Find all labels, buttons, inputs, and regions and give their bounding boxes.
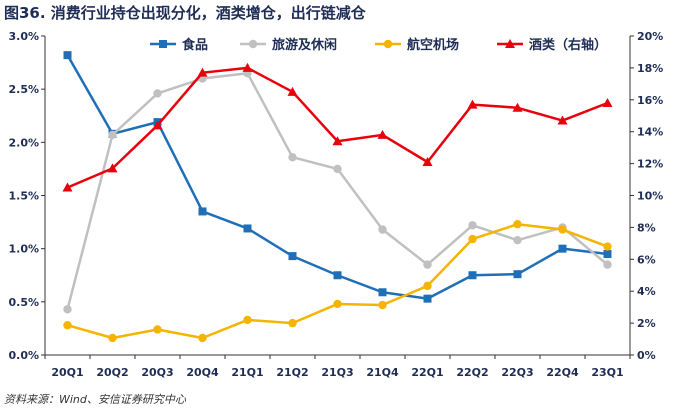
x-tick-label: 22Q2 (456, 366, 488, 379)
data-point (198, 333, 207, 343)
right-tick-label: 10% (637, 190, 663, 203)
left-tick-label: 1.0% (8, 243, 39, 256)
left-tick-label: 0.5% (8, 296, 39, 309)
source-note: 资料来源：Wind、安信证券研究中心 (4, 393, 186, 406)
x-tick-label: 20Q2 (96, 366, 128, 379)
x-tick-label: 21Q4 (366, 366, 399, 379)
data-point (378, 225, 387, 234)
data-point (108, 130, 117, 140)
data-point (333, 271, 342, 280)
data-point (63, 321, 72, 330)
data-point (513, 270, 522, 279)
x-tick-label: 22Q3 (501, 366, 533, 379)
x-tick-label: 22Q4 (546, 366, 579, 379)
data-point (377, 129, 388, 139)
data-point (468, 271, 477, 280)
data-point (468, 221, 477, 230)
legend-label: 酒类（右轴） (529, 37, 607, 53)
series-4 (62, 62, 613, 192)
data-point (378, 288, 387, 297)
data-point (62, 182, 73, 192)
left-tick-label: 2.0% (8, 136, 39, 149)
data-point (332, 136, 343, 146)
legend-item: 航空机场 (375, 37, 459, 53)
right-tick-label: 6% (637, 253, 656, 266)
data-point (63, 305, 72, 314)
legend-swatch-marker (159, 40, 167, 48)
right-tick-label: 8% (637, 221, 656, 234)
data-point (422, 157, 433, 167)
x-tick-label: 20Q3 (141, 366, 173, 379)
data-point (153, 89, 162, 98)
x-tick-label: 21Q2 (276, 366, 308, 379)
right-tick-label: 16% (637, 94, 663, 107)
data-point (333, 164, 342, 174)
x-tick-label: 20Q1 (51, 366, 83, 379)
x-tick-label: 20Q4 (186, 366, 219, 379)
legend-item: 食品 (150, 37, 208, 53)
data-point (468, 234, 477, 244)
data-point (153, 325, 162, 334)
right-tick-label: 18% (637, 62, 663, 75)
series-line (67, 222, 608, 340)
series-1 (63, 51, 612, 303)
data-point (288, 153, 297, 162)
data-point (243, 315, 252, 325)
data-point (198, 207, 207, 216)
legend-swatch-marker (383, 39, 393, 49)
data-point (513, 235, 522, 245)
right-tick-label: 2% (637, 317, 656, 330)
data-point (602, 97, 613, 107)
left-tick-label: 0.0% (8, 349, 39, 362)
x-tick-label: 21Q3 (321, 366, 353, 379)
x-tick-label: 21Q1 (231, 366, 263, 379)
data-point (333, 299, 342, 309)
data-point (558, 225, 567, 234)
data-point (603, 260, 612, 269)
legend-item: 酒类（右轴） (497, 37, 607, 53)
legend-swatch-marker (505, 39, 515, 48)
data-point (558, 244, 567, 253)
data-point (513, 220, 522, 229)
data-point (603, 242, 612, 251)
data-point (512, 102, 523, 112)
data-point (107, 163, 118, 173)
left-tick-label: 3.0% (8, 30, 39, 43)
x-tick-label: 22Q1 (411, 366, 443, 379)
data-point (423, 294, 432, 303)
legend-item: 旅游及休闲 (240, 37, 337, 53)
data-point (288, 318, 297, 328)
x-tick-label: 23Q1 (591, 366, 623, 379)
right-tick-label: 12% (637, 158, 663, 171)
legend-label: 食品 (182, 37, 208, 53)
legend-label: 航空机场 (407, 37, 459, 53)
right-tick-label: 4% (637, 285, 656, 298)
series-3 (63, 220, 612, 343)
data-point (242, 62, 253, 72)
data-point (152, 120, 163, 130)
legend-label: 旅游及休闲 (272, 37, 337, 53)
data-point (603, 249, 612, 258)
series-line (66, 54, 608, 300)
data-point (423, 260, 432, 269)
chart-title: 图36. 消费行业持仓出现分化，酒类增仓，出行链减仓 (4, 4, 366, 22)
right-tick-label: 14% (637, 126, 663, 139)
data-point (557, 115, 568, 125)
data-point (63, 51, 72, 60)
left-tick-label: 2.5% (8, 83, 39, 96)
right-tick-label: 0% (637, 349, 656, 362)
data-point (423, 281, 432, 291)
data-point (288, 252, 297, 261)
legend-swatch-marker (248, 39, 258, 49)
data-point (467, 99, 478, 109)
data-point (197, 67, 208, 77)
data-point (243, 224, 252, 233)
series-2 (63, 69, 612, 314)
data-point (108, 333, 117, 343)
right-tick-label: 20% (637, 30, 663, 43)
left-tick-label: 1.5% (8, 190, 39, 203)
data-point (378, 300, 387, 310)
data-point (287, 86, 298, 96)
